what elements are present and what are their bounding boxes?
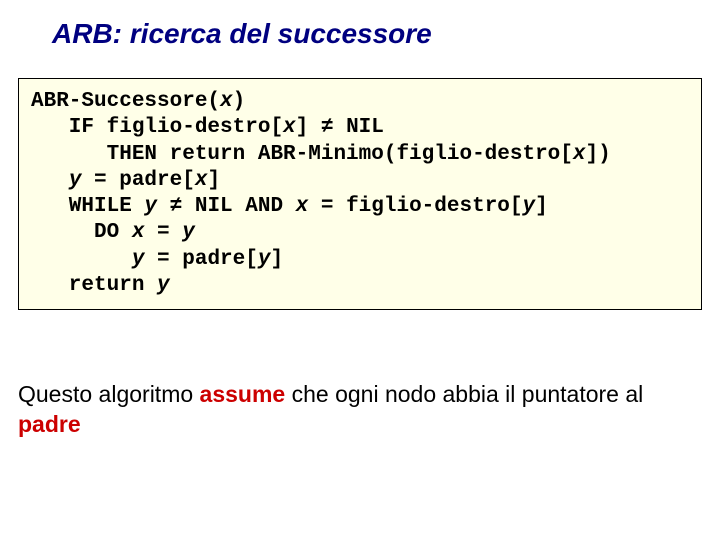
code-line-8: return y: [31, 274, 170, 297]
note-text: che ogni nodo abbia il puntatore al: [285, 381, 643, 407]
note-highlight-assume: assume: [200, 381, 286, 407]
slide: ARB: ricerca del successore ABR-Successo…: [0, 0, 720, 540]
code-line-6: DO x = y: [31, 221, 195, 244]
code-line-1: ABR-Successore(x): [31, 90, 245, 113]
slide-title: ARB: ricerca del successore: [52, 18, 432, 50]
code-box: ABR-Successore(x) IF figlio-destro[x] ≠ …: [18, 78, 702, 310]
footer-note: Questo algoritmo assume che ogni nodo ab…: [18, 380, 702, 440]
note-text: Questo algoritmo: [18, 381, 200, 407]
code-line-2: IF figlio-destro[x] ≠ NIL: [31, 116, 384, 139]
code-line-5: WHILE y ≠ NIL AND x = figlio-destro[y]: [31, 195, 548, 218]
code-line-4: y = padre[x]: [31, 169, 220, 192]
note-highlight-padre: padre: [18, 411, 81, 437]
code-line-7: y = padre[y]: [31, 248, 283, 271]
code-line-3: THEN return ABR-Minimo(figlio-destro[x]): [31, 143, 611, 166]
